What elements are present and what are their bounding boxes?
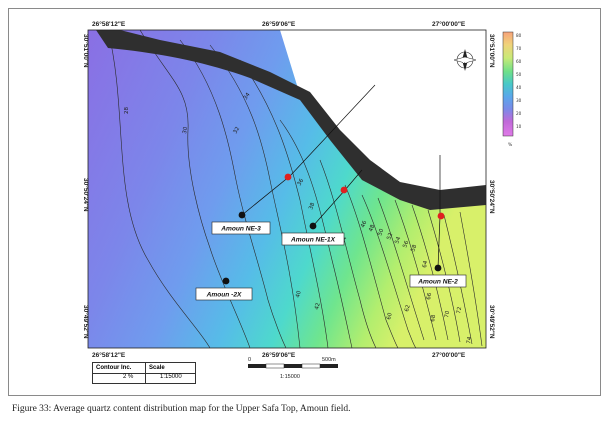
well-markers (222, 173, 445, 285)
well-label-ne2: Amoun NE-2 (417, 279, 458, 286)
well-marker-ne2[interactable] (434, 264, 442, 272)
contour-label-42: 42 (314, 302, 322, 310)
north-arrow-icon: N (453, 49, 477, 71)
map-field: 28 30 32 34 36 38 40 42 44 46 48 50 52 5… (88, 30, 486, 348)
contour-label-74: 74 (466, 336, 473, 344)
well-label-box-ne2 (409, 274, 467, 288)
contour-label-36: 36 (297, 178, 306, 187)
colorbar-tick-30: 30 (516, 98, 522, 103)
contour-inc-header: Contour Inc. (96, 365, 132, 371)
contour-label-70: 70 (444, 310, 451, 318)
well-marker-2x[interactable] (222, 277, 230, 285)
colorbar-tick-50: 50 (516, 72, 522, 77)
coord-left-bottom: 30°49'52"N (82, 305, 90, 339)
contour-label-52: 52 (386, 232, 394, 241)
colorbar-tick-80: 80 (516, 33, 522, 38)
coordinate-labels: 26°58'12"E 26°59'06"E 27°00'00"E 26°58'1… (82, 20, 496, 359)
colorbar-tick-40: 40 (516, 85, 522, 90)
fault-boundary (96, 30, 486, 210)
coord-left-top: 30°51'00"N (82, 34, 90, 68)
svg-text:N: N (463, 59, 468, 65)
coord-bottom-right: 27°00'00"E (432, 351, 466, 359)
scale-bar: 0 500m 1:15000 (248, 357, 338, 380)
scale-bar-ratio: 1:15000 (280, 374, 300, 380)
coord-right-mid: 30°50'24"N (488, 180, 496, 214)
colorbar: 80 70 60 50 40 30 20 10 % (502, 31, 522, 148)
colorbar-gradient (502, 31, 514, 137)
coord-top-left: 26°58'12"E (92, 20, 126, 28)
contour-label-56: 56 (402, 240, 410, 249)
contour-inc-value: 2 % (123, 374, 134, 380)
scale-bar-end: 500m (322, 357, 336, 363)
contour-label-60: 60 (386, 312, 394, 321)
map-frame (8, 8, 601, 396)
coord-bottom-left: 26°58'12"E (92, 351, 126, 359)
contour-label-62: 62 (404, 304, 412, 312)
well-top-ne1x (340, 186, 348, 194)
colorbar-ticks: 80 70 60 50 40 30 20 10 (516, 33, 522, 129)
figure-caption: Figure 33: Average quartz content distri… (12, 404, 351, 414)
colorbar-tick-60: 60 (516, 59, 522, 64)
well-label-2x: Amoun -2X (206, 292, 242, 299)
contour-label-28: 28 (124, 107, 130, 114)
contour-label-58: 58 (410, 244, 418, 253)
contour-label-38: 38 (308, 202, 316, 211)
contour-label-46: 46 (360, 220, 368, 229)
well-marker-ne3[interactable] (238, 211, 246, 219)
scale-header: Scale (149, 365, 165, 371)
coord-right-bottom: 30°49'52"N (488, 305, 496, 339)
contour-label-68: 68 (430, 314, 437, 322)
contour-label-50: 50 (377, 228, 385, 237)
well-label-box-ne1x (281, 232, 345, 246)
well-label-box-ne3 (211, 221, 271, 235)
scale-cell: Scale 1:15000 (146, 363, 196, 383)
contour-label-32: 32 (233, 126, 242, 135)
colorbar-tick-20: 20 (516, 111, 522, 116)
contour-label-66: 66 (426, 292, 433, 300)
well-marker-ne1x[interactable] (309, 222, 317, 230)
contour-label-40: 40 (295, 290, 303, 299)
contour-label-48: 48 (368, 224, 376, 233)
map-border (87, 29, 487, 349)
contour-label-72: 72 (456, 306, 463, 314)
colorbar-tick-70: 70 (516, 46, 522, 51)
well-top-ne3 (284, 173, 292, 181)
coord-left-mid: 30°50'24"N (82, 178, 90, 212)
colorbar-tick-10: 10 (516, 124, 522, 129)
coord-bottom-mid: 26°59'06"E (262, 351, 296, 359)
well-label-ne3: Amoun NE-3 (220, 226, 261, 233)
contour-label-44: 44 (340, 236, 348, 245)
contour-label-30: 30 (182, 126, 189, 134)
well-label-ne1x: Amoun NE-1X (290, 237, 336, 244)
contour-label-54: 54 (394, 236, 402, 245)
contour-lines (107, 30, 483, 348)
colorbar-unit: % (508, 142, 513, 148)
contour-label-34: 34 (243, 92, 252, 102)
coord-right-top: 30°51'00"N (488, 34, 496, 68)
no-data-area (280, 30, 486, 200)
well-label-box-2x (195, 287, 253, 301)
well-top-ne2 (437, 212, 445, 220)
legend-table: Contour Inc. 2 % Scale 1:15000 (92, 362, 196, 384)
scale-bar-zero: 0 (248, 357, 251, 363)
coord-top-mid: 26°59'06"E (262, 20, 296, 28)
scale-value: 1:15000 (160, 374, 182, 380)
contour-label-64: 64 (422, 260, 429, 268)
contour-inc-cell: Contour Inc. 2 % (93, 363, 146, 383)
coord-top-right: 27°00'00"E (432, 20, 466, 28)
contour-value-labels: 28 30 32 34 36 38 40 42 44 46 48 50 52 5… (124, 92, 473, 345)
